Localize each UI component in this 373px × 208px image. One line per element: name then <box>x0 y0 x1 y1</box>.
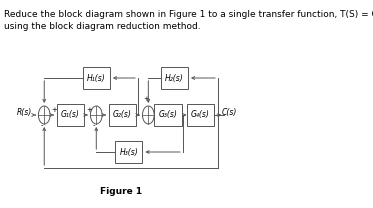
Bar <box>187 104 214 126</box>
Text: -: - <box>41 122 44 128</box>
Bar <box>154 104 182 126</box>
Text: H₂(s): H₂(s) <box>165 73 184 83</box>
Bar <box>83 67 110 89</box>
Text: +: + <box>156 107 162 113</box>
Text: H₁(s): H₁(s) <box>87 73 106 83</box>
Circle shape <box>90 106 102 124</box>
Text: +: + <box>86 107 92 113</box>
Bar <box>109 104 136 126</box>
Text: Reduce the block diagram shown in Figure 1 to a single transfer function, T(S) =: Reduce the block diagram shown in Figure… <box>4 10 373 19</box>
Text: G₃(s): G₃(s) <box>159 110 177 120</box>
Circle shape <box>142 106 154 124</box>
Text: G₁(s): G₁(s) <box>61 110 80 120</box>
Text: H₃(s): H₃(s) <box>119 147 138 156</box>
Text: G₂(s): G₂(s) <box>113 110 132 120</box>
Bar <box>161 67 188 89</box>
Text: Figure 1: Figure 1 <box>100 187 142 196</box>
Text: -: - <box>93 122 95 128</box>
Text: R(s): R(s) <box>17 109 32 118</box>
Text: G₄(s): G₄(s) <box>191 110 210 120</box>
Circle shape <box>38 106 50 124</box>
Text: +: + <box>144 96 149 102</box>
Text: C(s): C(s) <box>221 109 237 118</box>
Bar <box>57 104 84 126</box>
Bar <box>115 141 142 163</box>
Text: using the block diagram reduction method.: using the block diagram reduction method… <box>4 22 201 31</box>
Text: +: + <box>51 107 57 113</box>
